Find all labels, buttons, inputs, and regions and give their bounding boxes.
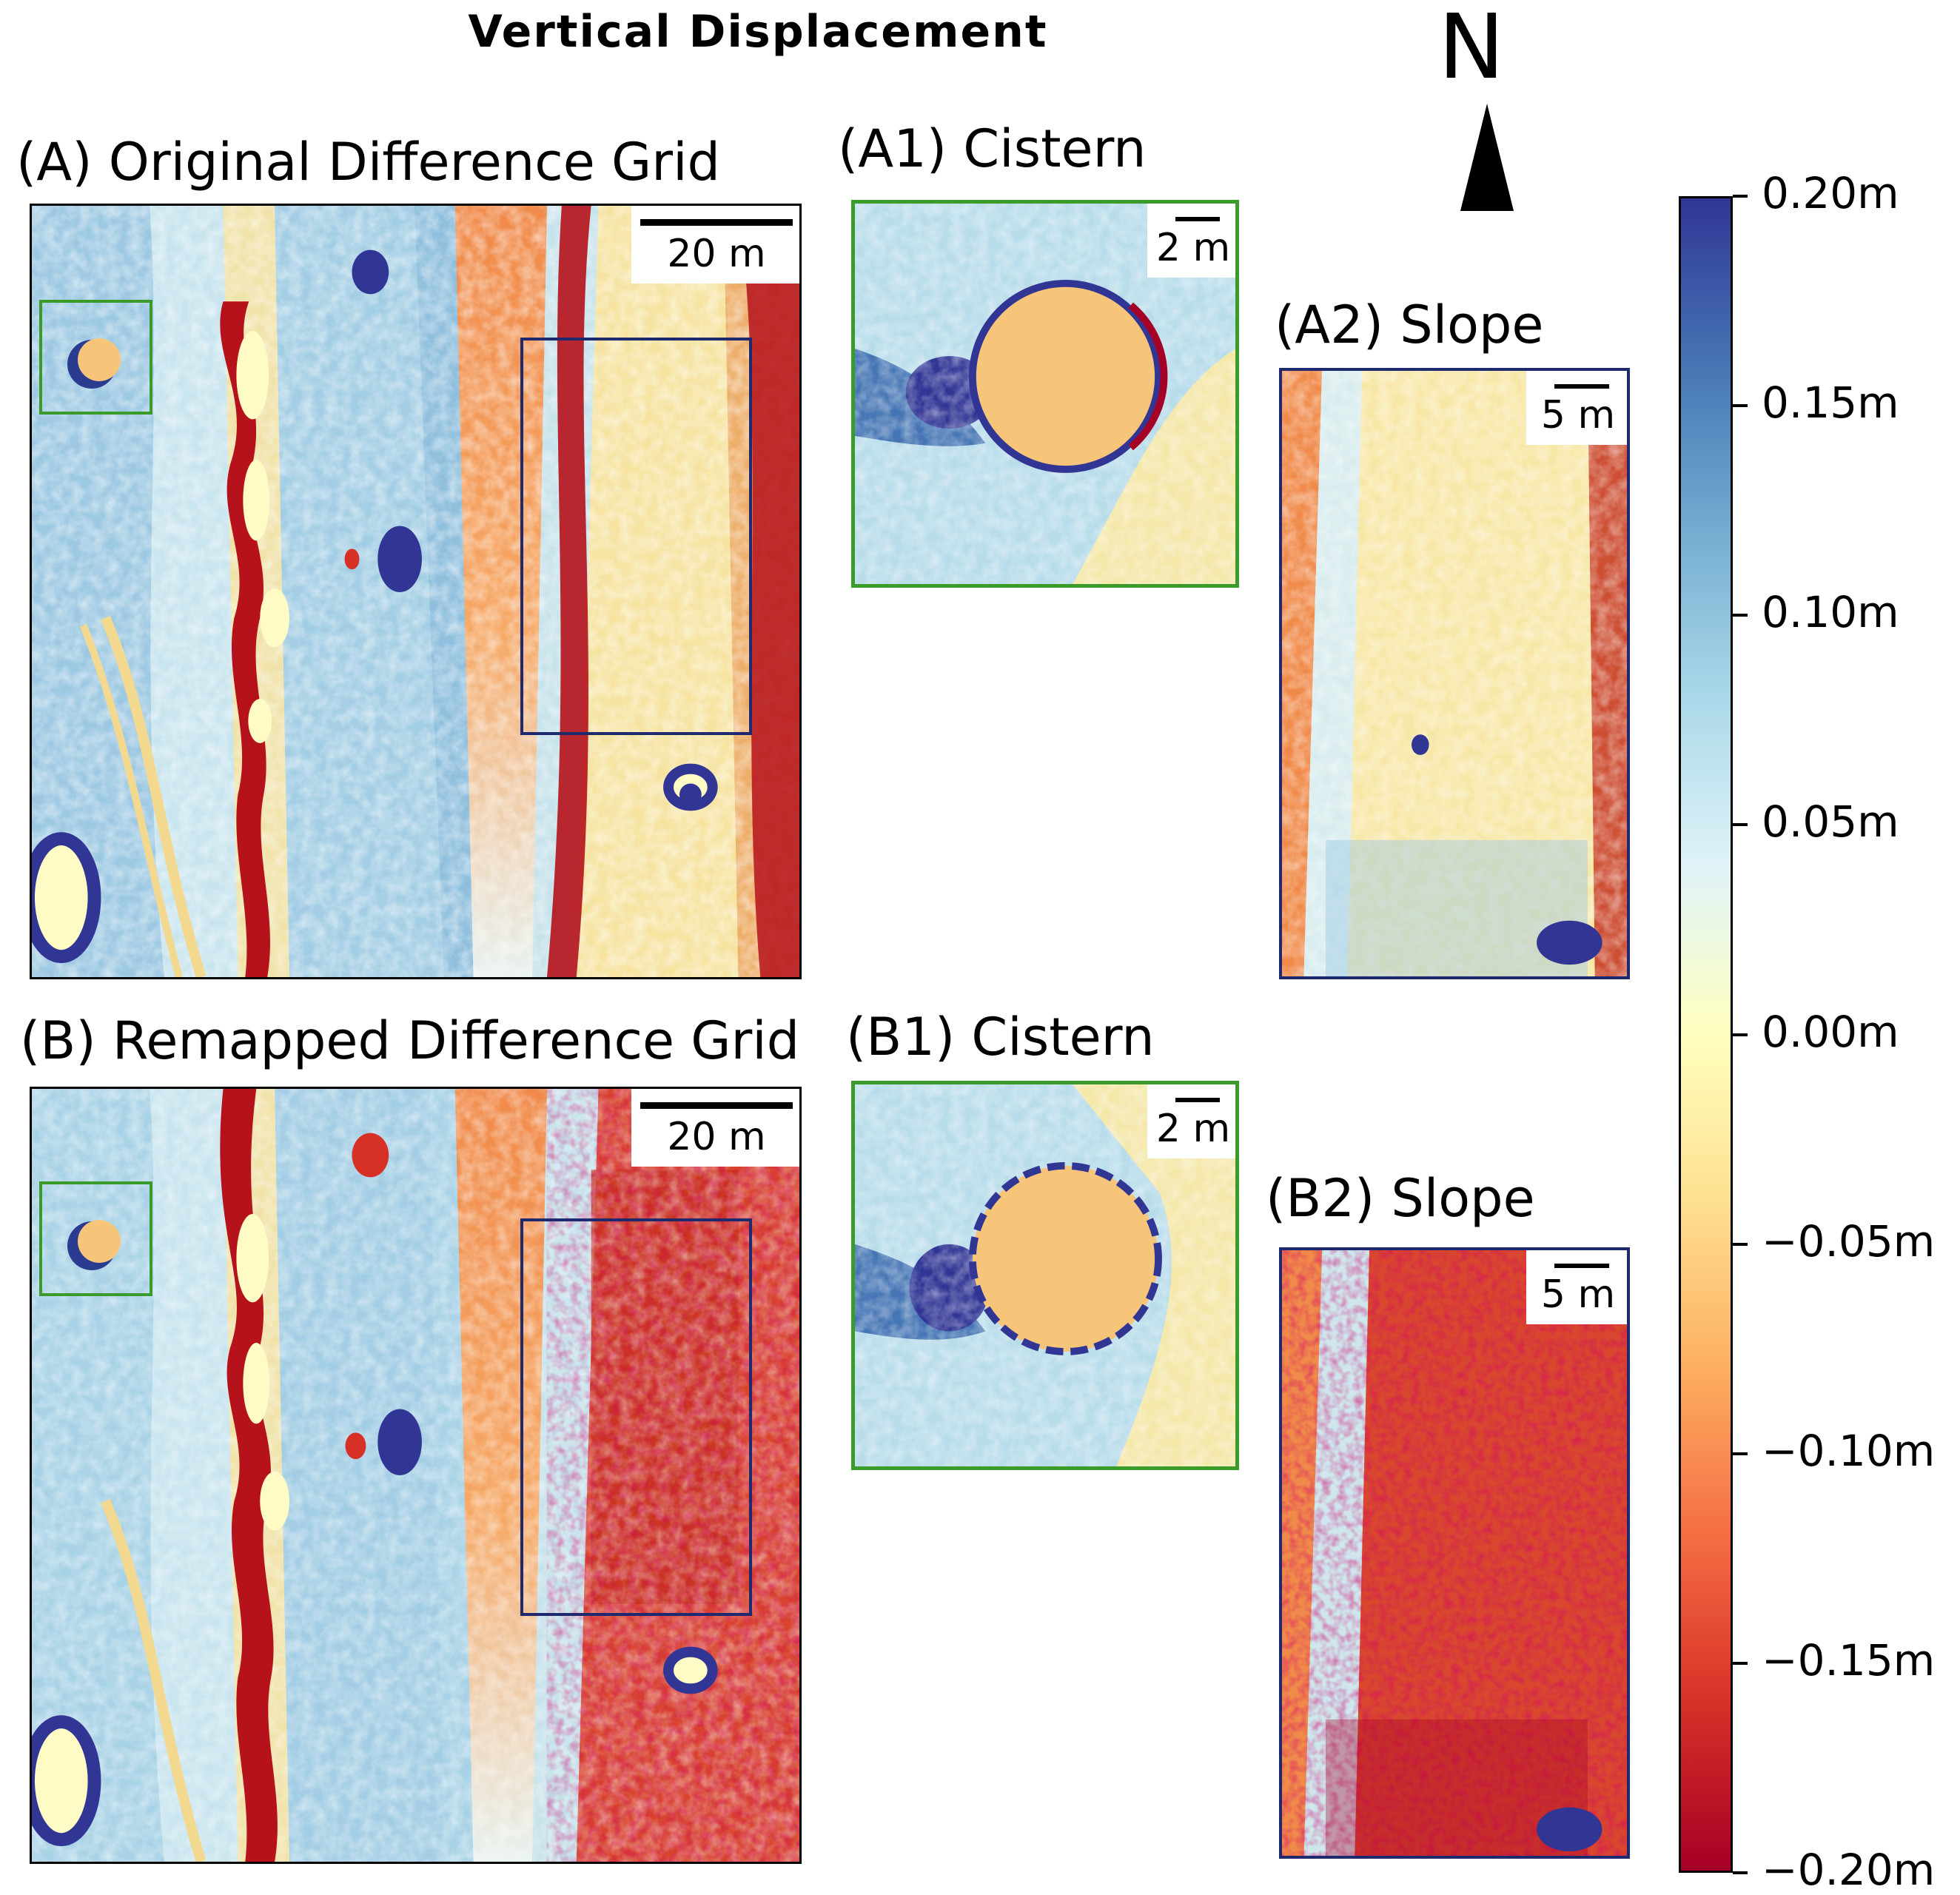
panel-a-scale: 20 m: [631, 206, 799, 284]
colorbar-tick-label: 0.00m: [1762, 1006, 1899, 1057]
figure-title: Vertical Displacement: [468, 6, 1048, 58]
colorbar-tick: [1733, 404, 1748, 408]
panel-b-scale-label: 20 m: [667, 1115, 766, 1159]
colorbar-tick-label: −0.10m: [1762, 1425, 1936, 1476]
panel-b-scale: 20 m: [631, 1089, 799, 1167]
panel-a-scale-label: 20 m: [667, 232, 766, 276]
colorbar-tick-label: 0.20m: [1762, 168, 1899, 218]
colorbar-tick: [1733, 1242, 1748, 1246]
colorbar-tick: [1733, 1661, 1748, 1665]
colorbar-tick-label: −0.15m: [1762, 1634, 1936, 1686]
panel-b1-map: 2 m: [851, 1081, 1239, 1470]
north-arrow-icon: [1460, 104, 1514, 211]
panel-a2-scale-label: 5 m: [1540, 393, 1616, 437]
panel-b-slope-inset-frame: [520, 1218, 752, 1616]
panel-b1-scale-label: 2 m: [1155, 1107, 1231, 1151]
panel-a-cistern-inset-frame: [39, 300, 152, 415]
colorbar: [1679, 196, 1733, 1873]
panel-a1-label: (A1) Cistern: [838, 118, 1147, 179]
panel-b1-scale: 2 m: [1147, 1084, 1235, 1158]
panel-b-label: (B) Remapped Difference Grid: [20, 1010, 800, 1071]
panel-b1-label: (B1) Cistern: [846, 1007, 1155, 1067]
colorbar-tick-label: −0.20m: [1762, 1845, 1936, 1895]
colorbar-tick: [1733, 1452, 1748, 1455]
colorbar-tick: [1733, 614, 1748, 617]
panel-a1-map: 2 m: [851, 200, 1239, 588]
panel-b2-scale-label: 5 m: [1540, 1272, 1616, 1317]
panel-b2-label: (B2) Slope: [1266, 1168, 1535, 1229]
north-arrow: N: [1432, 0, 1543, 222]
panel-a-map: 20 m: [30, 204, 802, 979]
north-label: N: [1438, 0, 1505, 99]
colorbar-tick: [1733, 1033, 1748, 1036]
panel-a-label: (A) Original Difference Grid: [16, 132, 720, 192]
panel-b-map: 20 m: [30, 1087, 802, 1864]
panel-b2-scale: 5 m: [1526, 1250, 1627, 1324]
panel-a2-map: 5 m: [1279, 368, 1630, 979]
panel-a1-scale-label: 2 m: [1155, 226, 1231, 270]
colorbar-tick: [1733, 1871, 1748, 1874]
colorbar-tick: [1733, 823, 1748, 827]
colorbar-tick-label: 0.10m: [1762, 587, 1899, 638]
panel-b-cistern-inset-frame: [39, 1181, 152, 1296]
panel-a-slope-inset-frame: [520, 338, 752, 735]
panel-a1-scale: 2 m: [1147, 204, 1235, 278]
colorbar-tick-label: 0.15m: [1762, 378, 1899, 429]
colorbar-tick-label: −0.05m: [1762, 1215, 1936, 1267]
panel-b2-map: 5 m: [1279, 1247, 1630, 1859]
panel-a2-scale: 5 m: [1526, 371, 1627, 445]
colorbar-tick-label: 0.05m: [1762, 796, 1899, 848]
panel-a2-label: (A2) Slope: [1275, 295, 1544, 355]
colorbar-tick: [1733, 195, 1748, 198]
